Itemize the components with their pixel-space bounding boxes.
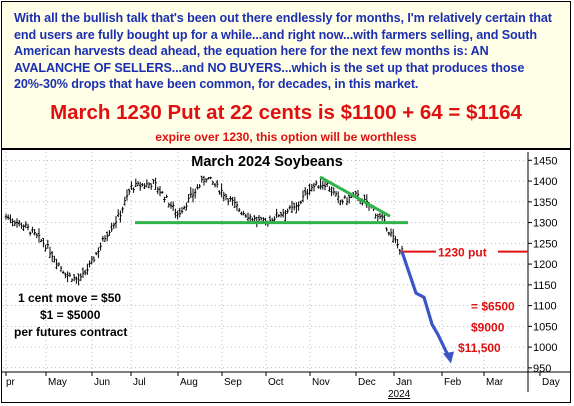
downtrend-line: [319, 175, 391, 218]
option-offer: March 1230 Put at 22 cents is $1100 + 64…: [50, 101, 522, 124]
x-tick-label: Aug: [180, 377, 198, 388]
contract-note: per futures contract: [14, 325, 127, 339]
x-tick-label: Nov: [312, 377, 330, 388]
y-tick-label: 950: [533, 363, 551, 375]
projection-path: [400, 251, 452, 361]
y-tick-label: 1100: [533, 301, 557, 313]
x-tick-label: May: [48, 377, 67, 388]
x-tick-label: Sep: [224, 377, 242, 388]
target-label: $11,500: [458, 341, 501, 355]
contract-note: $1 = $5000: [40, 308, 101, 322]
x-year-label: 2024: [388, 389, 411, 400]
y-tick-label: 1050: [533, 321, 557, 333]
x-tick-label: Jul: [133, 377, 146, 388]
chart-title: March 2024 Soybeans: [191, 154, 343, 170]
x-tick-label: Feb: [444, 377, 462, 388]
projection-arrowhead: [443, 351, 454, 364]
expiry-note: expire over 1230, this option will be wo…: [155, 130, 417, 144]
x-tick-label: Oct: [268, 377, 284, 388]
x-tick-label: Day: [542, 377, 560, 388]
y-tick-label: 1000: [533, 342, 557, 354]
y-tick-label: 1400: [533, 176, 557, 188]
x-tick-label: Jan: [396, 377, 412, 388]
target-label: = $6500: [471, 300, 515, 314]
x-tick-label: pr: [6, 377, 16, 388]
y-tick-label: 1200: [533, 259, 557, 271]
commentary-banner: With all the bullish talk that's been ou…: [2, 2, 570, 150]
commentary-text: With all the bullish talk that's been ou…: [14, 11, 552, 91]
strike-label: 1230 put: [438, 246, 487, 260]
target-label: $9000: [471, 320, 505, 334]
x-tick-label: Dec: [358, 377, 376, 388]
strike-label-bg: [436, 244, 498, 259]
x-tick-label: Mar: [486, 377, 504, 388]
y-tick-label: 1250: [533, 238, 557, 250]
contract-note: 1 cent move = $50: [18, 291, 121, 305]
x-tick-label: Jun: [94, 377, 110, 388]
y-tick-label: 1300: [533, 218, 557, 230]
y-tick-label: 1350: [533, 197, 557, 209]
y-tick-label: 1150: [533, 280, 557, 292]
y-tick-label: 1450: [533, 155, 557, 167]
